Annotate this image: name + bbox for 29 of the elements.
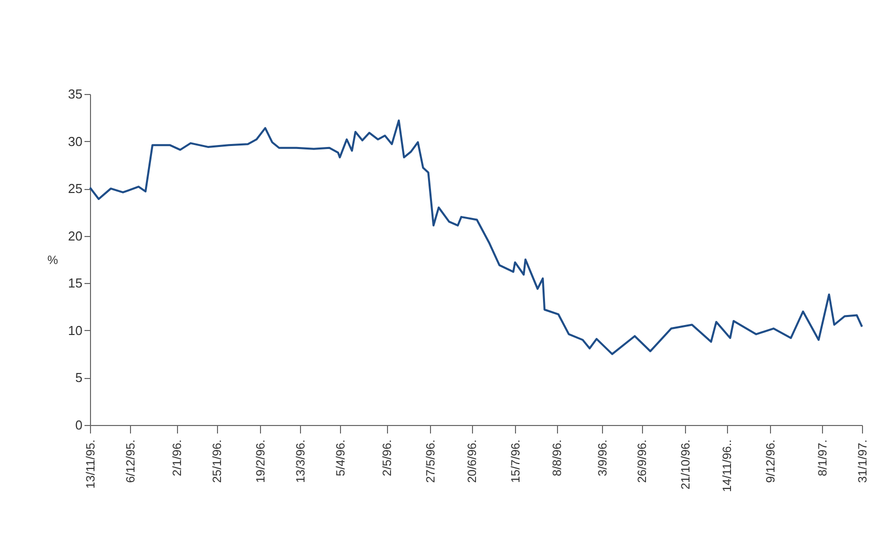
- x-tick-label: 2/5/96.: [380, 440, 394, 476]
- y-tick-label: 35: [68, 86, 82, 102]
- x-tick-label: 13/3/96.: [293, 440, 308, 483]
- x-tick-label: 31/1/97.: [856, 440, 870, 483]
- x-tick-label: 27/5/96.: [424, 440, 438, 483]
- x-tick-label: 6/12/95.: [123, 440, 138, 483]
- x-tick-label: 19/2/96.: [254, 440, 268, 483]
- line-series: [89, 119, 863, 356]
- x-tick-label: 5/4/96.: [333, 440, 348, 476]
- x-tick-label: 25/1/96.: [210, 440, 224, 483]
- x-tick-label: 14/11/96..: [720, 440, 734, 492]
- y-tick-label: 30: [68, 134, 82, 149]
- y-tick-label: 10: [68, 322, 82, 338]
- x-tick-label: 8/1/97.: [816, 440, 830, 476]
- x-tick-label: 9/12/96.: [764, 440, 778, 483]
- x-tick-label: 26/9/96.: [635, 440, 650, 483]
- x-tick-label: 15/7/96.: [508, 440, 523, 483]
- x-tick-label: 8/8/96.: [550, 440, 564, 476]
- y-tick-label: 25: [68, 181, 82, 196]
- x-tick-label: 21/10/96.: [678, 440, 693, 490]
- x-tick-label: 20/6/96.: [465, 440, 480, 483]
- y-tick-label: 20: [68, 228, 82, 244]
- x-tick-label: 2/1/96.: [170, 440, 184, 476]
- x-tick-label: 3/9/96.: [595, 440, 610, 476]
- y-tick-label: 15: [68, 276, 82, 291]
- y-tick-label: 5: [75, 370, 82, 386]
- y-tick-label: 0: [75, 418, 82, 432]
- y-axis-title: %: [47, 253, 58, 267]
- x-tick-label: 13/11/95.: [84, 440, 98, 489]
